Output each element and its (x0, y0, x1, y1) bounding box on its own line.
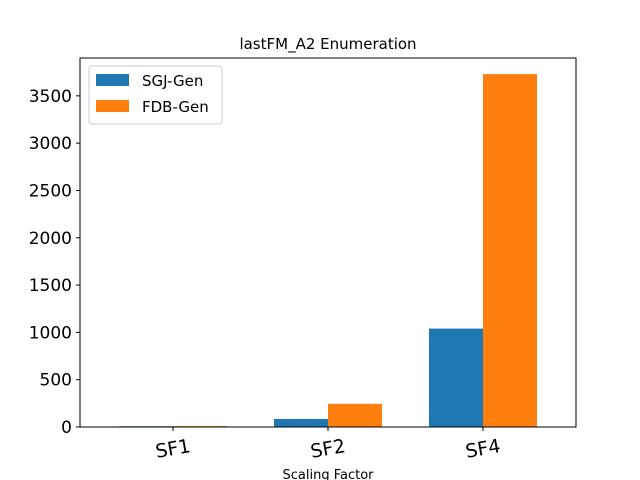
x-tick-label: SF2 (309, 435, 347, 463)
y-tick-label: 500 (40, 371, 72, 391)
y-tick-label: 0 (61, 418, 72, 438)
legend-swatch-fdb-gen (96, 100, 129, 112)
x-tick-label: SF1 (154, 435, 192, 463)
bar-fdb-gen-sf4 (483, 74, 537, 427)
x-tick-label: SF4 (464, 435, 502, 463)
chart-title: lastFM_A2 Enumeration (239, 35, 416, 54)
legend: SGJ-Gen FDB-Gen (88, 65, 223, 125)
bar-sgj-gen-sf4 (429, 328, 483, 427)
bars-group (119, 74, 537, 427)
y-tick-label: 1500 (29, 276, 72, 296)
x-axis-label: Scaling Factor (282, 468, 374, 480)
y-axis: 0 500 1000 1500 2000 2500 3000 3500 (29, 87, 80, 438)
y-tick-label: 2000 (29, 229, 72, 249)
y-tick-label: 3500 (29, 87, 72, 107)
legend-label-fdb-gen: FDB-Gen (142, 98, 209, 116)
y-tick-label: 2500 (29, 181, 72, 201)
bar-fdb-gen-sf2 (328, 403, 382, 427)
plot-frame (79, 57, 577, 428)
legend-swatch-sgj-gen (96, 74, 129, 86)
y-tick-label: 3000 (29, 134, 72, 154)
legend-label-sgj-gen: SGJ-Gen (142, 72, 203, 90)
x-axis: SF1 SF2 SF4 (154, 427, 502, 463)
y-tick-label: 1000 (29, 323, 72, 343)
bar-sgj-gen-sf2 (274, 418, 328, 427)
